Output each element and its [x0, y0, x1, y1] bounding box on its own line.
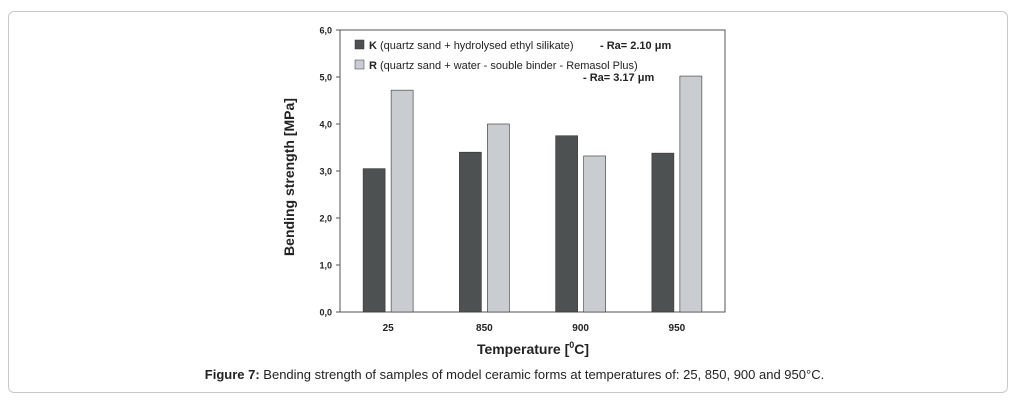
- y-tick-label: 4,0: [319, 120, 332, 130]
- legend-label-r: R (quartz sand + water - souble binder -…: [369, 60, 638, 72]
- bar-r-25: [390, 89, 414, 313]
- x-tick-label: 950: [669, 323, 686, 334]
- legend-note-k: - Ra= 2.10 μm: [600, 40, 671, 52]
- x-axis-ticks: 25 850 900 950: [383, 323, 686, 334]
- y-tick-label: 6,0: [319, 26, 332, 36]
- y-axis-ticks: 0,0 1,0 2,0 3,0 4,0 5,0 6,0: [319, 26, 340, 318]
- y-tick-label: 3,0: [319, 167, 332, 177]
- bar-r-850: [487, 123, 510, 313]
- y-tick-label: 0,0: [319, 308, 332, 318]
- bar-k-850: [459, 151, 482, 313]
- bar-k-950: [651, 152, 675, 313]
- x-axis-label: Temperature [0C]: [477, 340, 589, 357]
- figure-caption: Figure 7: Bending strength of samples of…: [0, 367, 1029, 382]
- y-tick-label: 1,0: [319, 261, 332, 271]
- legend-swatch-k: [354, 39, 365, 50]
- bars: [362, 75, 703, 313]
- caption-text: Bending strength of samples of model cer…: [259, 367, 825, 382]
- legend-label-k: K (quartz sand + hydrolysed ethyl silika…: [369, 40, 574, 52]
- caption-label: Figure 7:: [204, 367, 260, 382]
- y-tick-label: 2,0: [319, 214, 332, 224]
- x-tick-label: 900: [572, 323, 589, 334]
- legend: K (quartz sand + hydrolysed ethyl silika…: [354, 39, 671, 84]
- bar-k-900: [555, 135, 578, 313]
- bar-r-900: [583, 155, 606, 313]
- x-tick-label: 25: [383, 323, 395, 334]
- y-tick-label: 5,0: [319, 73, 332, 83]
- bar-r-950: [679, 75, 703, 313]
- bar-k-25: [362, 168, 386, 313]
- legend-swatch-r: [354, 59, 365, 70]
- y-axis-label: Bending strength [MPa]: [281, 98, 297, 256]
- legend-note-r: - Ra= 3.17 μm: [583, 72, 654, 84]
- x-tick-label: 850: [476, 323, 493, 334]
